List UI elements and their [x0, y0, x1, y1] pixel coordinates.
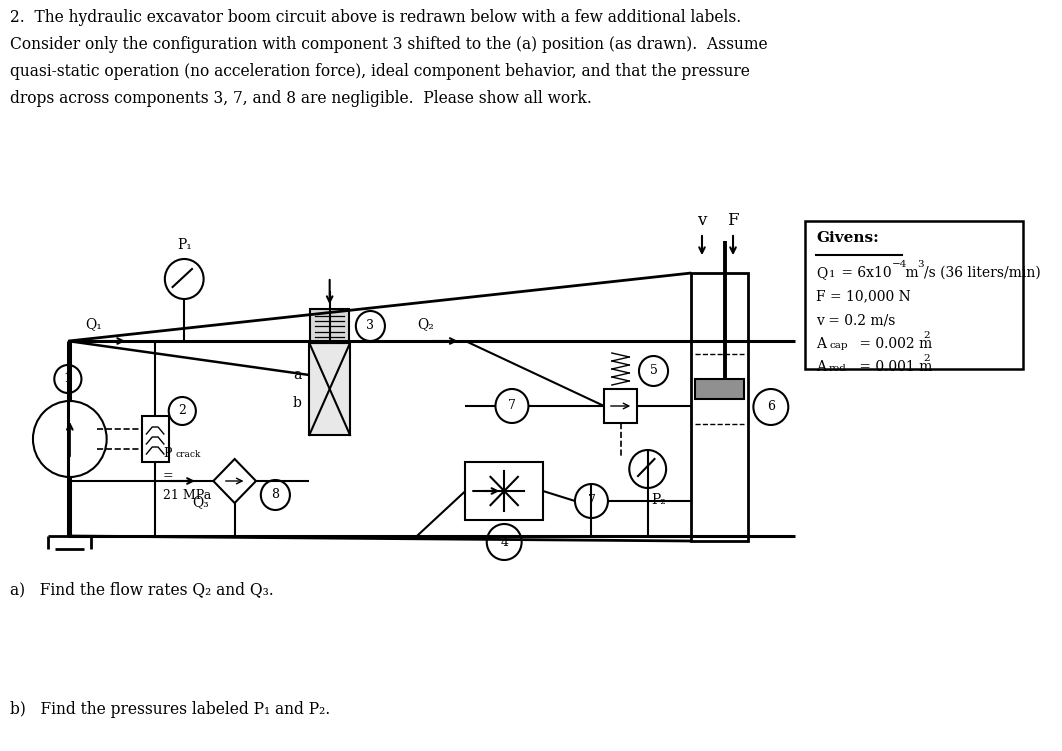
Text: m: m	[901, 266, 919, 280]
Text: drops across components 3, 7, and 8 are negligible.  Please show all work.: drops across components 3, 7, and 8 are …	[10, 90, 592, 107]
Text: Q₁: Q₁	[85, 317, 102, 331]
Text: A: A	[817, 360, 826, 374]
Text: 2: 2	[923, 354, 929, 363]
Text: 21 MPa: 21 MPa	[162, 489, 211, 502]
Text: 2: 2	[178, 405, 186, 418]
Polygon shape	[213, 459, 256, 503]
Text: Q₂: Q₂	[417, 317, 433, 331]
Text: = 0.001 m: = 0.001 m	[855, 360, 932, 374]
Text: Q: Q	[817, 266, 827, 280]
Text: a: a	[293, 368, 302, 382]
Text: crack: crack	[175, 450, 201, 459]
Text: 8: 8	[272, 488, 279, 502]
Text: F = 10,000 N: F = 10,000 N	[817, 289, 911, 303]
Text: b: b	[293, 396, 302, 410]
Text: A: A	[817, 336, 826, 351]
Text: 3: 3	[918, 260, 924, 269]
Text: 3: 3	[366, 319, 375, 333]
Text: 1: 1	[829, 270, 836, 279]
Text: 1: 1	[64, 372, 72, 385]
Bar	[604, 389, 637, 423]
Text: 6: 6	[767, 400, 775, 414]
Circle shape	[575, 484, 607, 518]
Text: rod: rod	[829, 364, 846, 373]
Text: = 6x10: = 6x10	[837, 266, 891, 280]
Text: 7: 7	[508, 400, 516, 412]
Text: P₂: P₂	[652, 493, 667, 507]
Circle shape	[165, 259, 204, 299]
Text: Givens:: Givens:	[817, 231, 879, 245]
Text: /s (36 liters/min): /s (36 liters/min)	[924, 266, 1041, 280]
Text: F: F	[727, 212, 739, 229]
Bar	[141, 416, 169, 462]
Bar	[696, 379, 743, 399]
Text: 7: 7	[587, 494, 596, 508]
Text: =: =	[162, 469, 173, 482]
Text: 5: 5	[650, 364, 657, 378]
Text: b)   Find the pressures labeled P₁ and P₂.: b) Find the pressures labeled P₁ and P₂.	[10, 701, 330, 718]
Circle shape	[496, 389, 529, 423]
Text: v = 0.2 m/s: v = 0.2 m/s	[817, 313, 895, 327]
Text: = 0.002 m: = 0.002 m	[855, 336, 932, 351]
Text: a)   Find the flow rates Q₂ and Q₃.: a) Find the flow rates Q₂ and Q₃.	[10, 581, 273, 598]
Bar	[310, 309, 349, 343]
Text: Consider only the configuration with component 3 shifted to the (a) position (as: Consider only the configuration with com…	[10, 36, 768, 53]
Bar	[465, 462, 543, 520]
Bar	[309, 343, 350, 435]
Text: 2.  The hydraulic excavator boom circuit above is redrawn below with a few addit: 2. The hydraulic excavator boom circuit …	[10, 9, 741, 26]
Text: 4: 4	[500, 535, 509, 548]
Circle shape	[630, 450, 666, 488]
Text: 2: 2	[923, 330, 929, 339]
Text: cap: cap	[829, 340, 847, 349]
Text: Q₃: Q₃	[192, 495, 209, 509]
Bar	[805, 221, 1023, 369]
Bar	[691, 273, 748, 541]
Text: v: v	[698, 212, 706, 229]
Text: −4: −4	[892, 260, 907, 269]
Circle shape	[33, 401, 106, 477]
Text: P₁: P₁	[177, 238, 191, 252]
Text: P: P	[162, 447, 171, 460]
Text: quasi-static operation (no acceleration force), ideal component behavior, and th: quasi-static operation (no acceleration …	[10, 63, 750, 80]
